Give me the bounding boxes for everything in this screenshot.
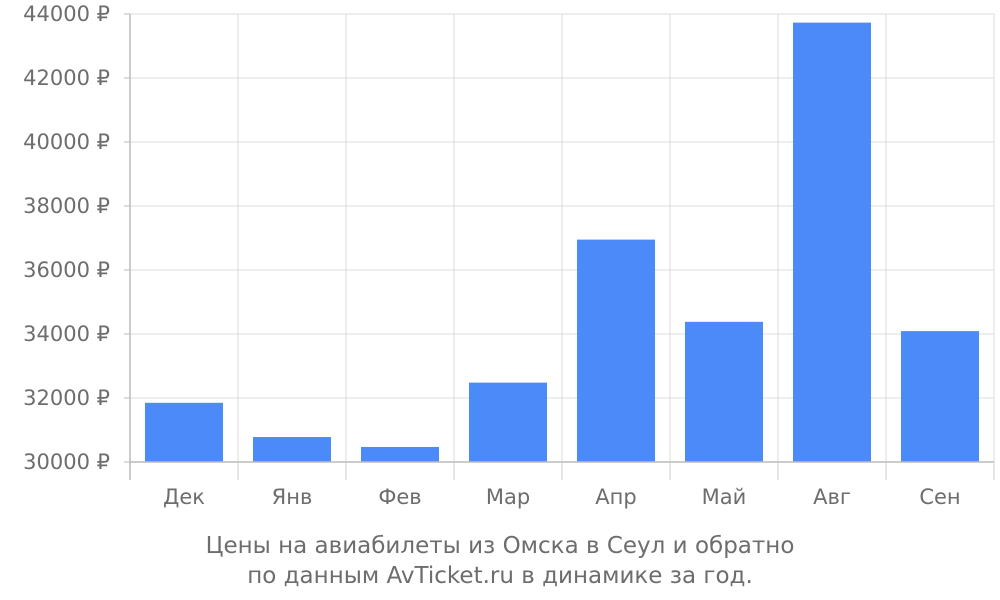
chart-caption-line-2: по данным AvTicket.ru в динамике за год. [247,563,753,589]
bars [145,22,979,462]
bar [361,446,439,462]
x-tick-label: Апр [595,485,636,509]
x-tick-label: Дек [163,485,205,509]
bar [793,22,871,462]
x-tick-label: Май [702,485,747,509]
bar [577,239,655,462]
grid [130,13,995,463]
y-tick-label: 44000 ₽ [23,2,110,26]
bar [145,402,223,462]
axes [124,13,995,480]
x-tick-label: Сен [919,485,960,509]
y-tick-label: 32000 ₽ [23,386,110,410]
x-tick-label: Авг [813,485,851,509]
y-tick-labels: 30000 ₽ 32000 ₽ 34000 ₽ 36000 ₽ 38000 ₽ 40000… [23,2,110,474]
x-tick-label: Мар [486,485,530,509]
chart-caption-line-1: Цены на авиабилеты из Омска в Сеул и обр… [205,533,795,559]
bar [469,382,547,462]
x-tick-labels: Дек Янв Фев Мар Апр Май Авг Сен [163,485,961,509]
y-tick-label: 36000 ₽ [23,258,110,282]
bar [685,321,763,462]
x-tick-label: Янв [272,485,313,509]
y-tick-label: 30000 ₽ [23,450,110,474]
bar-chart: 30000 ₽ 32000 ₽ 34000 ₽ 36000 ₽ 38000 ₽ 40000… [23,2,995,509]
bar [901,331,979,462]
y-tick-label: 34000 ₽ [23,322,110,346]
y-tick-label: 38000 ₽ [23,194,110,218]
y-tick-label: 40000 ₽ [23,130,110,154]
y-tick-label: 42000 ₽ [23,66,110,90]
x-tick-label: Фев [378,485,421,509]
bar [253,437,331,462]
